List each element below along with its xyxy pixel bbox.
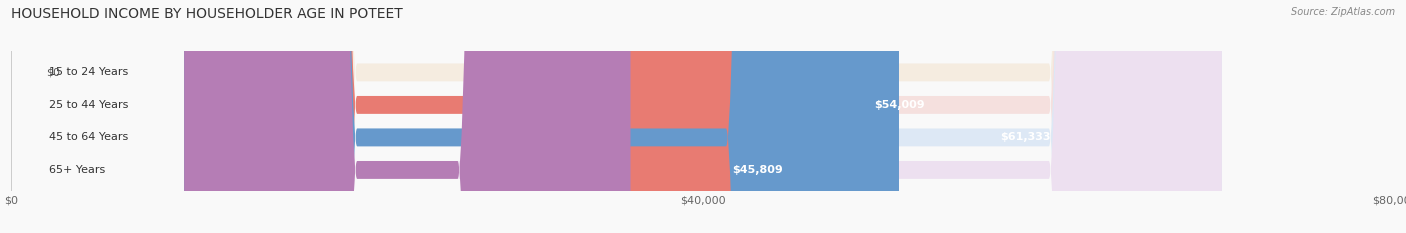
FancyBboxPatch shape bbox=[184, 0, 1222, 233]
Text: HOUSEHOLD INCOME BY HOUSEHOLDER AGE IN POTEET: HOUSEHOLD INCOME BY HOUSEHOLDER AGE IN P… bbox=[11, 7, 404, 21]
Text: $0: $0 bbox=[46, 67, 60, 77]
FancyBboxPatch shape bbox=[184, 0, 1222, 233]
Text: 65+ Years: 65+ Years bbox=[49, 165, 105, 175]
FancyBboxPatch shape bbox=[184, 0, 772, 233]
Text: Source: ZipAtlas.com: Source: ZipAtlas.com bbox=[1291, 7, 1395, 17]
FancyBboxPatch shape bbox=[184, 0, 1222, 233]
FancyBboxPatch shape bbox=[184, 0, 630, 233]
Text: $54,009: $54,009 bbox=[875, 100, 925, 110]
FancyBboxPatch shape bbox=[184, 0, 898, 233]
Text: $45,809: $45,809 bbox=[733, 165, 783, 175]
Text: 45 to 64 Years: 45 to 64 Years bbox=[49, 132, 128, 142]
Text: $61,333: $61,333 bbox=[1001, 132, 1052, 142]
Text: 25 to 44 Years: 25 to 44 Years bbox=[49, 100, 129, 110]
FancyBboxPatch shape bbox=[184, 0, 1222, 233]
Text: 15 to 24 Years: 15 to 24 Years bbox=[49, 67, 128, 77]
